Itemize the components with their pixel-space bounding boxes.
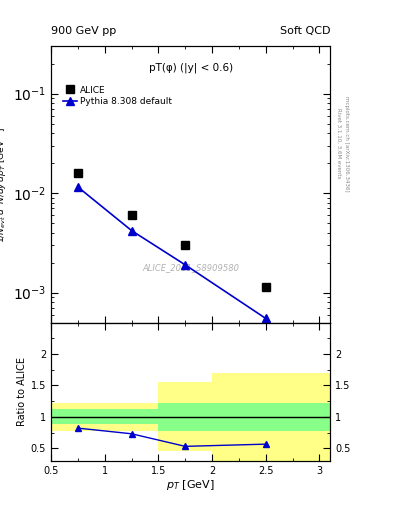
Text: Soft QCD: Soft QCD <box>280 27 330 36</box>
Y-axis label: Ratio to ALICE: Ratio to ALICE <box>17 357 27 426</box>
Text: Rivet 3.1.10, 3.6M events: Rivet 3.1.10, 3.6M events <box>336 108 341 179</box>
ALICE <box>263 284 268 290</box>
X-axis label: $p_T$ [GeV]: $p_T$ [GeV] <box>166 478 215 493</box>
Y-axis label: $1/N_{evt}\ d^2N/dy\,dp_T\ \mathrm{[GeV^{-1}]}$: $1/N_{evt}\ d^2N/dy\,dp_T\ \mathrm{[GeV^… <box>0 126 9 243</box>
Pythia 8.308 default <box>75 184 80 190</box>
Legend: ALICE, Pythia 8.308 default: ALICE, Pythia 8.308 default <box>61 84 174 108</box>
ALICE <box>183 242 187 248</box>
Text: pT(φ) (|y| < 0.6): pT(φ) (|y| < 0.6) <box>149 62 233 73</box>
ALICE <box>75 169 80 176</box>
Pythia 8.308 default <box>263 315 268 322</box>
Pythia 8.308 default <box>183 262 187 268</box>
Text: 900 GeV pp: 900 GeV pp <box>51 27 116 36</box>
Pythia 8.308 default <box>129 227 134 233</box>
Text: mcplots.cern.ch [arXiv:1306.3436]: mcplots.cern.ch [arXiv:1306.3436] <box>344 96 349 191</box>
Line: Pythia 8.308 default: Pythia 8.308 default <box>74 183 270 322</box>
Text: ALICE_2011_S8909580: ALICE_2011_S8909580 <box>142 263 239 272</box>
ALICE <box>129 212 134 218</box>
Line: ALICE: ALICE <box>74 169 270 290</box>
